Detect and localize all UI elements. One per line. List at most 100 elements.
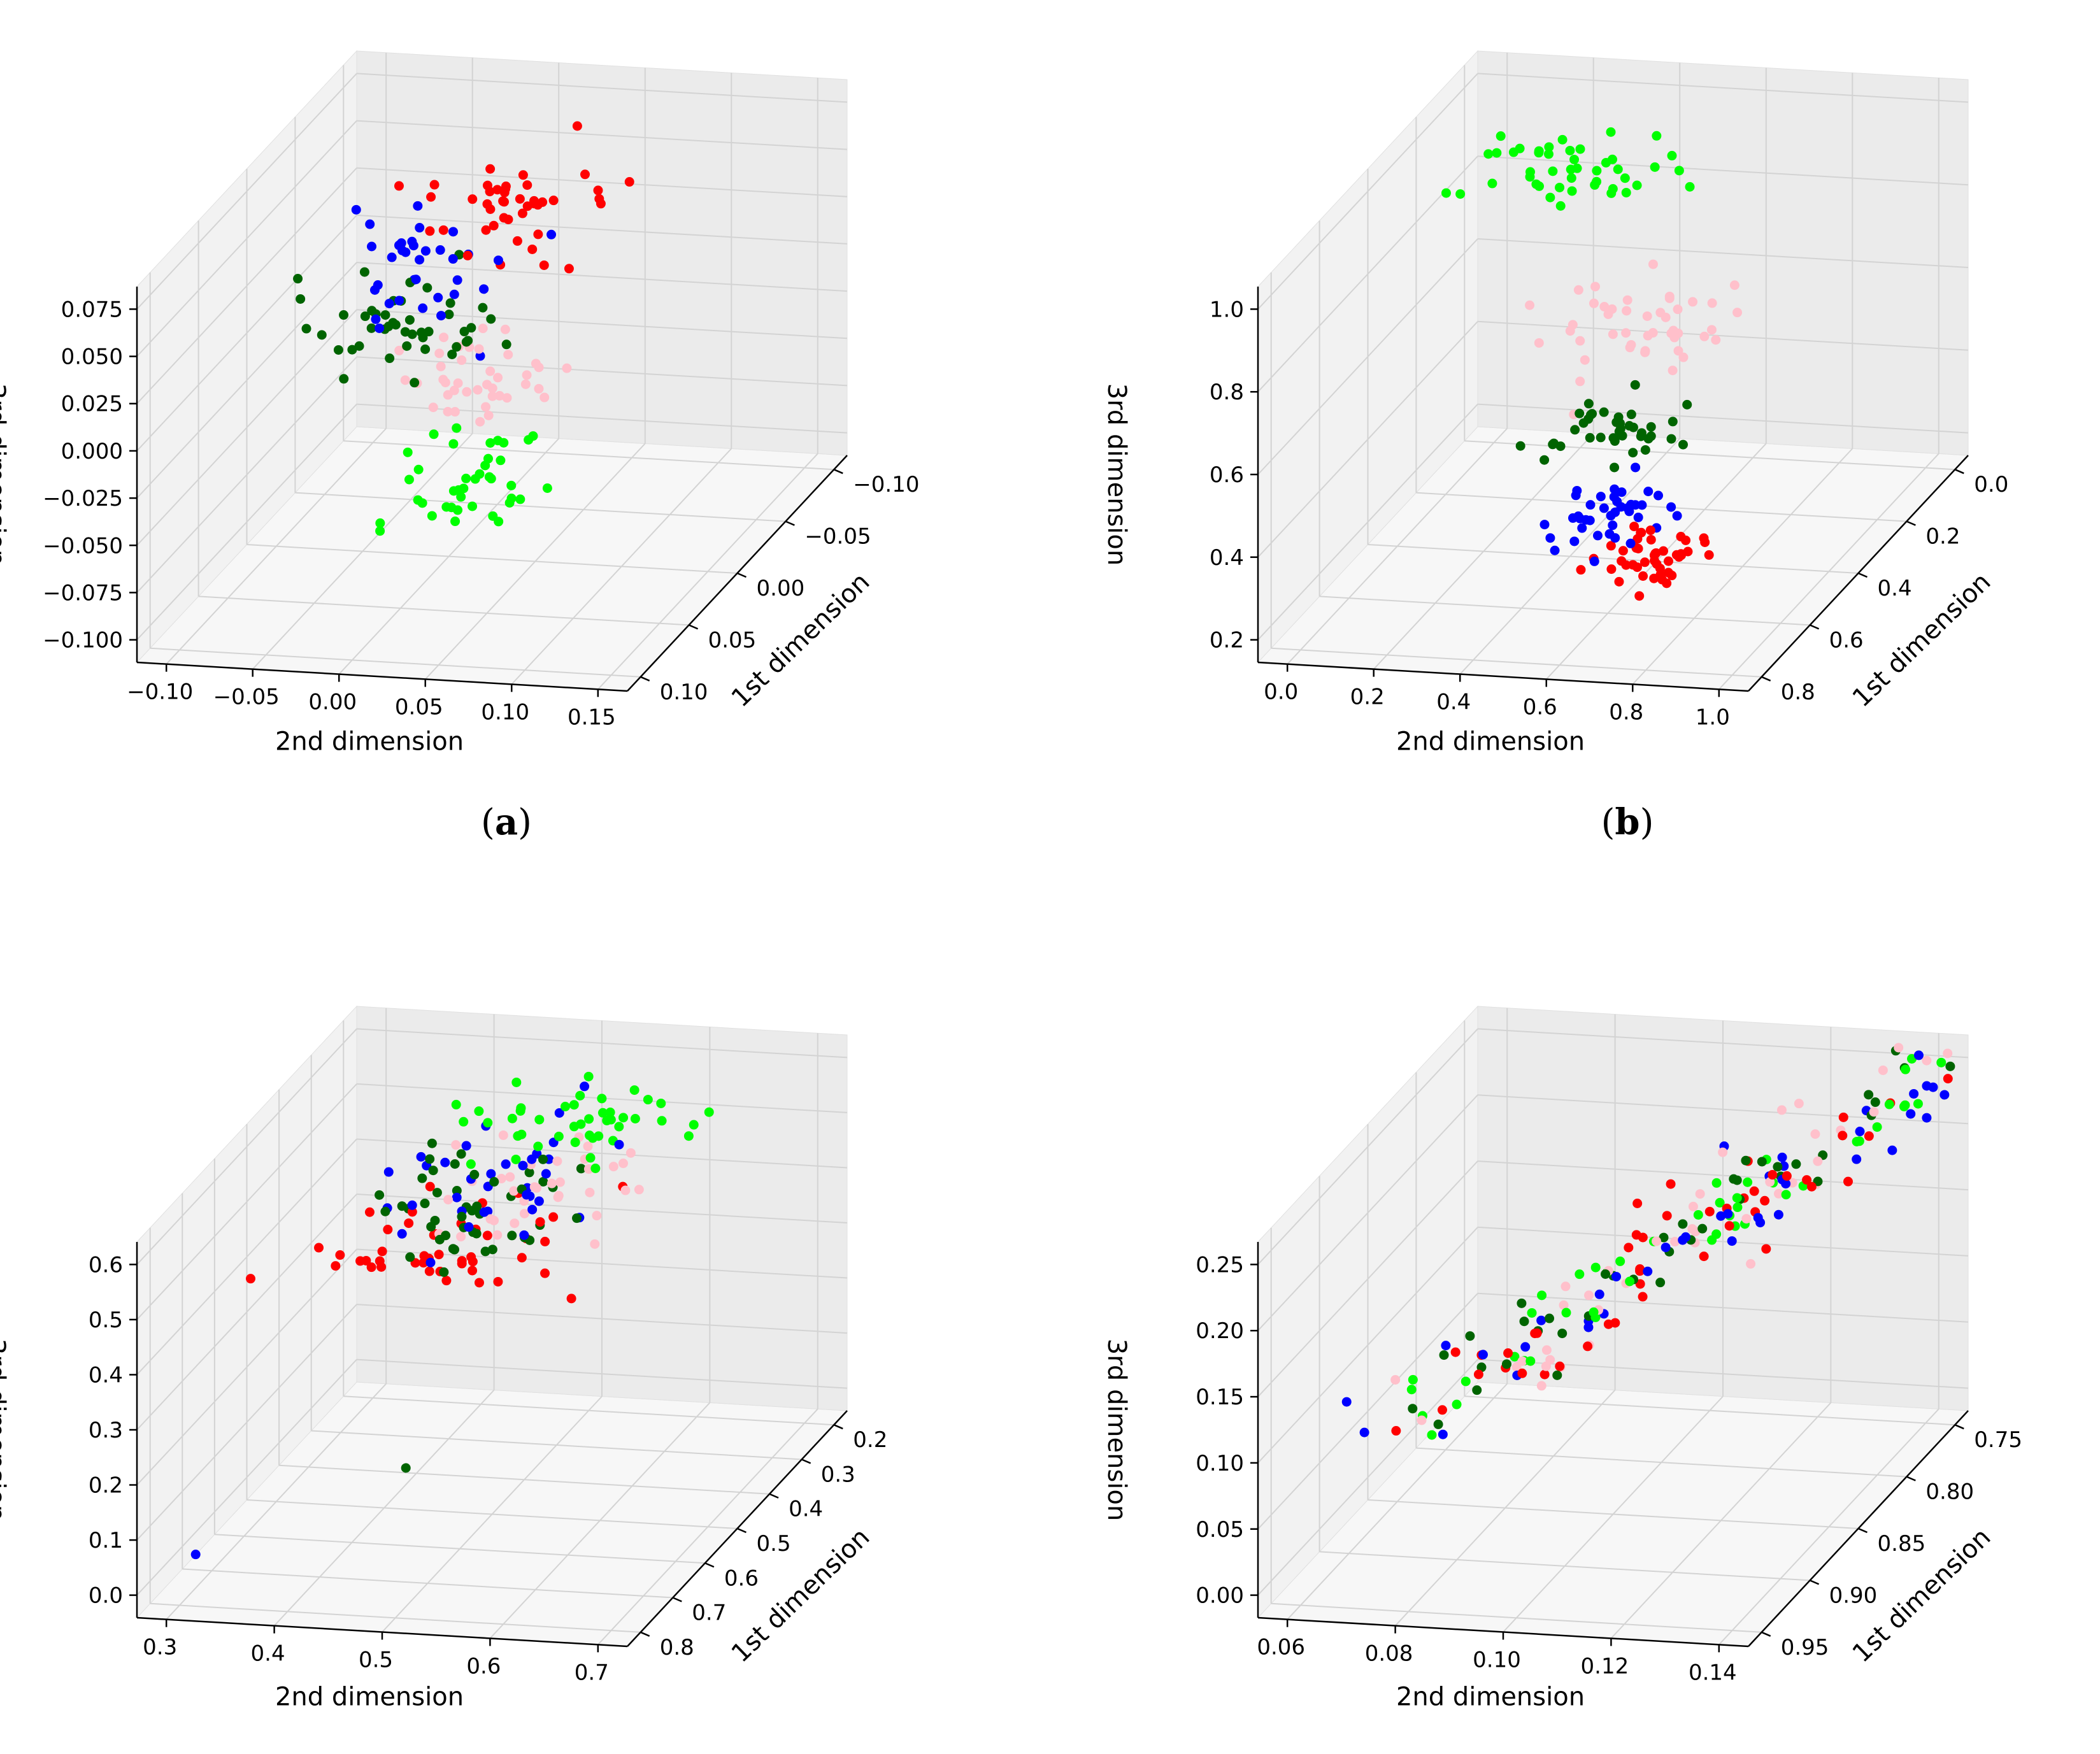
data-point bbox=[448, 1244, 458, 1254]
data-point bbox=[1878, 1065, 1888, 1075]
z-tick-label: 0.20 bbox=[1196, 1318, 1244, 1344]
data-point bbox=[1707, 298, 1717, 308]
data-point bbox=[331, 1261, 341, 1271]
data-point bbox=[1525, 1356, 1536, 1366]
data-point bbox=[462, 250, 473, 260]
data-point bbox=[1441, 188, 1451, 198]
data-point bbox=[1768, 1170, 1778, 1180]
data-point bbox=[456, 1232, 466, 1242]
data-point bbox=[422, 283, 432, 293]
gridline bbox=[246, 544, 738, 574]
data-point bbox=[546, 1178, 557, 1188]
data-point bbox=[1615, 418, 1625, 429]
data-point bbox=[380, 1206, 390, 1216]
data-point bbox=[417, 327, 427, 338]
data-point bbox=[1552, 1370, 1562, 1380]
y-tick-label: 0.8 bbox=[660, 1635, 694, 1660]
data-point bbox=[1427, 1430, 1437, 1440]
data-point bbox=[425, 226, 435, 236]
data-point bbox=[1583, 399, 1594, 409]
data-point bbox=[555, 1177, 565, 1187]
data-point bbox=[314, 1243, 324, 1253]
data-point bbox=[383, 1167, 394, 1177]
data-point bbox=[1606, 511, 1616, 521]
x-tick-label: 0.00 bbox=[308, 690, 357, 715]
data-point bbox=[439, 332, 449, 343]
data-point bbox=[1741, 1155, 1751, 1166]
panel-b: 0.0 0.2 0.4 0.6 0.8 1.0 0.0 0.2 0.4 0.6 0.8 0.2 0.4 0… bbox=[1102, 50, 2008, 843]
data-point bbox=[1637, 500, 1647, 510]
gridline bbox=[1257, 321, 1478, 558]
data-point bbox=[643, 1095, 653, 1105]
data-point bbox=[425, 1257, 436, 1267]
data-point bbox=[443, 406, 453, 417]
data-point bbox=[1636, 431, 1646, 441]
data-point bbox=[451, 1099, 461, 1109]
data-point bbox=[493, 436, 503, 446]
y-axis-label: 1st dimension bbox=[1847, 567, 1997, 713]
gridline bbox=[356, 1028, 848, 1059]
data-point bbox=[1408, 1374, 1418, 1385]
data-point bbox=[1629, 522, 1639, 532]
data-point bbox=[1520, 1342, 1531, 1352]
gridline bbox=[1477, 1160, 1969, 1191]
data-point bbox=[293, 274, 303, 284]
data-point bbox=[539, 392, 550, 403]
data-point bbox=[448, 227, 459, 237]
data-point bbox=[1534, 338, 1544, 348]
data-point bbox=[443, 390, 453, 400]
data-point bbox=[1678, 439, 1688, 450]
data-point bbox=[1666, 434, 1676, 444]
data-point bbox=[1589, 298, 1599, 308]
data-point bbox=[562, 363, 572, 373]
y-tick-mark bbox=[689, 624, 699, 630]
data-point bbox=[1622, 306, 1632, 316]
data-point bbox=[1618, 546, 1628, 556]
gridline bbox=[136, 1248, 357, 1486]
data-point bbox=[1838, 1130, 1848, 1141]
data-point bbox=[1945, 1061, 1955, 1071]
data-point bbox=[608, 1162, 618, 1172]
data-point bbox=[420, 344, 431, 354]
data-point bbox=[1655, 563, 1665, 573]
data-point bbox=[420, 246, 431, 256]
data-point bbox=[373, 280, 383, 290]
gridline bbox=[356, 120, 848, 150]
data-point bbox=[1704, 550, 1714, 560]
data-point bbox=[1741, 1214, 1752, 1224]
data-point bbox=[403, 447, 413, 457]
z-tick-label: 0.6 bbox=[89, 1252, 123, 1278]
data-point bbox=[1525, 167, 1536, 177]
y-tick-mark bbox=[704, 1562, 715, 1568]
data-point bbox=[1716, 1211, 1726, 1221]
z-tick-label: 0.025 bbox=[61, 392, 123, 417]
x-tick-label: −0.10 bbox=[127, 680, 193, 705]
data-point bbox=[1610, 484, 1620, 494]
z-axis-label: 3rd dimension bbox=[1102, 383, 1131, 566]
data-point bbox=[1585, 432, 1595, 443]
data-point bbox=[1607, 154, 1617, 164]
gridline bbox=[356, 1194, 848, 1223]
data-point bbox=[580, 169, 590, 180]
data-point bbox=[1635, 1266, 1645, 1276]
panel-caption: (a) bbox=[481, 801, 532, 843]
data-point bbox=[335, 1250, 345, 1260]
data-point bbox=[1673, 304, 1683, 315]
data-point bbox=[1729, 280, 1739, 290]
data-point bbox=[528, 431, 538, 441]
data-point bbox=[375, 526, 385, 536]
z-tick-label: 0.2 bbox=[89, 1473, 123, 1499]
data-point bbox=[419, 1251, 429, 1261]
data-point bbox=[561, 1101, 571, 1111]
data-point bbox=[522, 180, 532, 190]
data-point bbox=[570, 1137, 580, 1148]
data-point bbox=[515, 194, 525, 204]
data-point bbox=[1601, 1269, 1611, 1280]
z-tick-label: 0.4 bbox=[1210, 545, 1244, 571]
data-point bbox=[1671, 550, 1682, 560]
data-point bbox=[1525, 300, 1535, 310]
data-point bbox=[1791, 1159, 1801, 1169]
data-point bbox=[605, 1108, 615, 1118]
data-point bbox=[1592, 531, 1603, 541]
data-point bbox=[540, 1268, 550, 1278]
